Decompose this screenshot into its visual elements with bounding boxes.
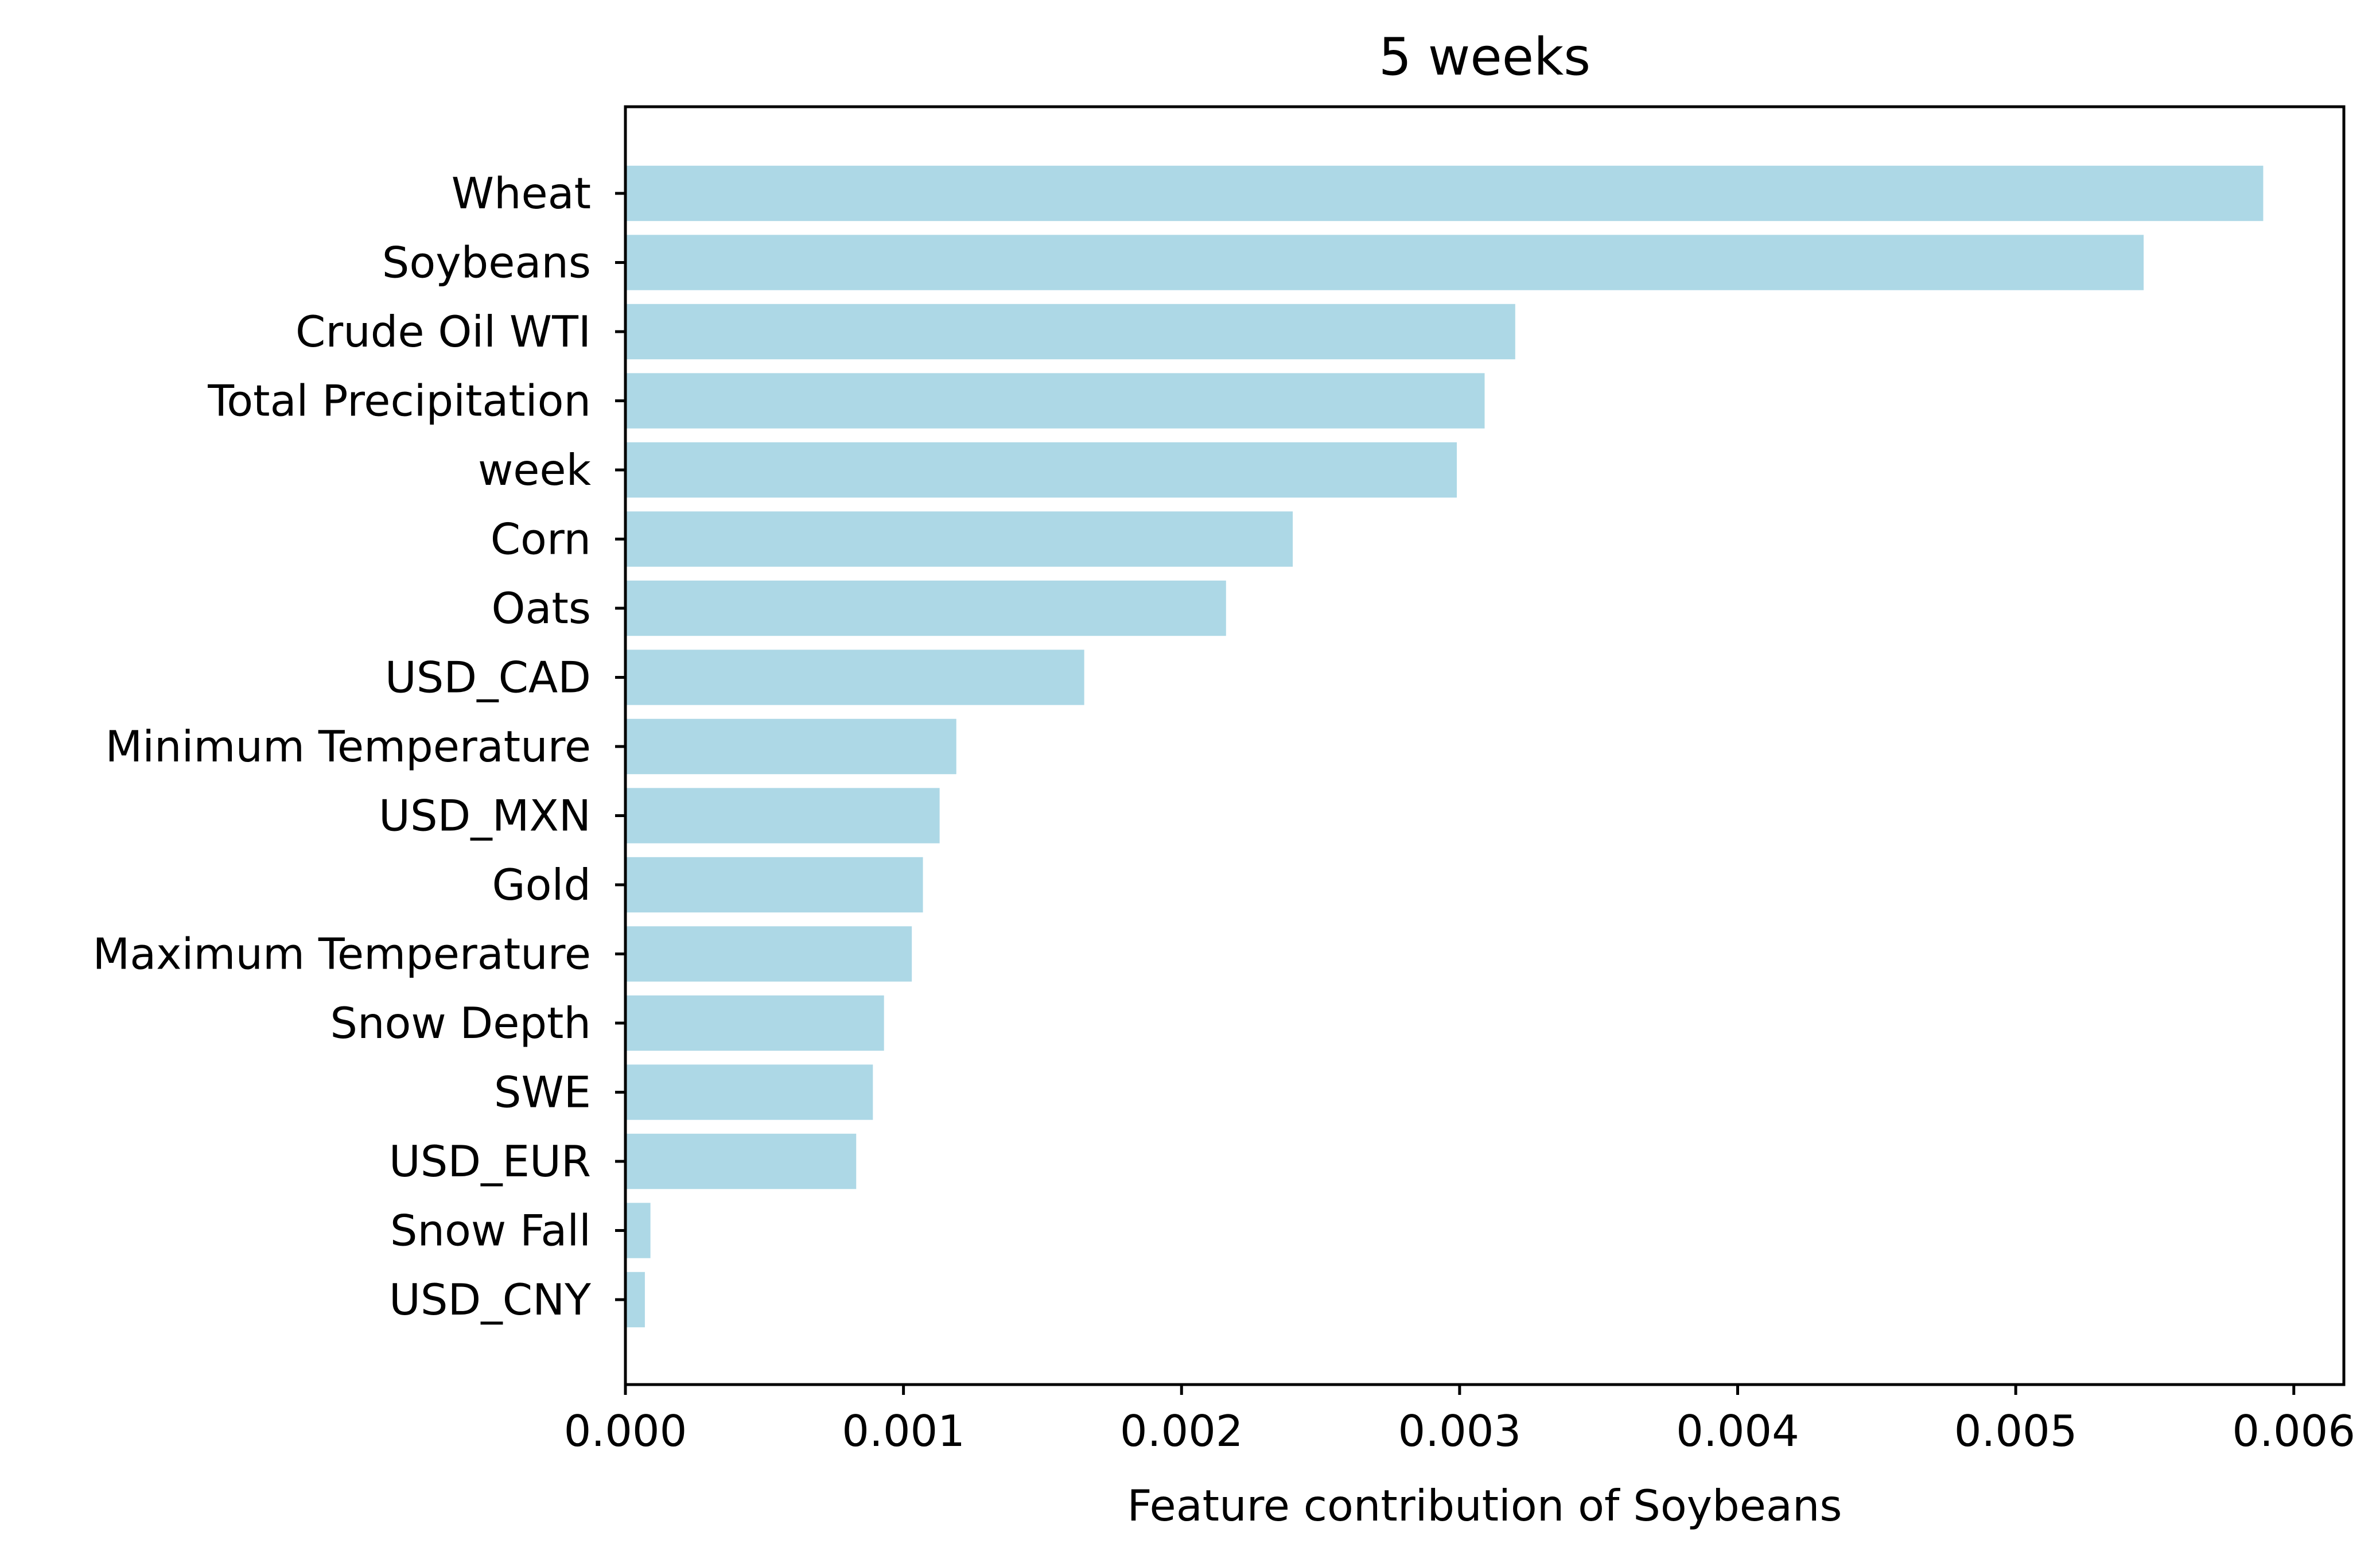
y-tick-label: week xyxy=(478,445,592,495)
x-axis: 0.000 0.001 0.002 0.003 0.004 0.005 0.006 xyxy=(564,1385,2355,1456)
x-tick-label: 0.004 xyxy=(1676,1406,1799,1456)
y-tick-label: USD_CNY xyxy=(389,1274,591,1325)
y-tick-label: Crude Oil WTI xyxy=(295,306,591,357)
y-tick-label: Wheat xyxy=(452,168,591,219)
bar xyxy=(625,1203,651,1258)
bar xyxy=(625,442,1457,498)
x-tick-label: 0.000 xyxy=(564,1406,687,1456)
bar xyxy=(625,580,1226,636)
bar xyxy=(625,304,1515,360)
y-tick-label: Soybeans xyxy=(382,238,591,288)
y-tick-label: Oats xyxy=(492,583,591,633)
bar xyxy=(625,1272,645,1328)
x-axis-label: Feature contribution of Soybeans xyxy=(1127,1480,1842,1531)
bar xyxy=(625,857,923,913)
chart-title: 5 weeks xyxy=(1379,27,1590,87)
x-tick-label: 0.006 xyxy=(2232,1406,2355,1456)
bar xyxy=(625,926,912,982)
x-tick-label: 0.001 xyxy=(842,1406,965,1456)
y-tick-label: Maximum Temperature xyxy=(93,929,591,979)
y-tick-label: Snow Fall xyxy=(390,1206,591,1256)
y-tick-label: Minimum Temperature xyxy=(106,721,592,772)
bar xyxy=(625,165,2264,221)
y-tick-label: USD_MXN xyxy=(379,791,591,841)
y-axis: Wheat Soybeans Crude Oil WTI Total Precipit… xyxy=(93,168,625,1325)
bar xyxy=(625,650,1084,705)
bar xyxy=(625,1064,873,1120)
y-tick-label: USD_CAD xyxy=(385,652,591,703)
y-tick-label: Gold xyxy=(492,860,591,910)
bar xyxy=(625,373,1485,429)
x-tick-label: 0.003 xyxy=(1398,1406,1522,1456)
y-tick-label: Snow Depth xyxy=(330,998,591,1048)
bar xyxy=(625,995,884,1051)
y-tick-label: Total Precipitation xyxy=(207,376,591,426)
bar xyxy=(625,1133,857,1189)
bar xyxy=(625,235,2144,290)
bar xyxy=(625,788,940,843)
y-tick-label: SWE xyxy=(494,1067,591,1118)
bar xyxy=(625,718,956,775)
y-tick-label: USD_EUR xyxy=(389,1136,591,1187)
x-tick-label: 0.002 xyxy=(1120,1406,1243,1456)
x-tick-label: 0.005 xyxy=(1954,1406,2078,1456)
bar xyxy=(625,511,1293,567)
bars-group xyxy=(625,165,2264,1328)
y-tick-label: Corn xyxy=(491,514,591,565)
